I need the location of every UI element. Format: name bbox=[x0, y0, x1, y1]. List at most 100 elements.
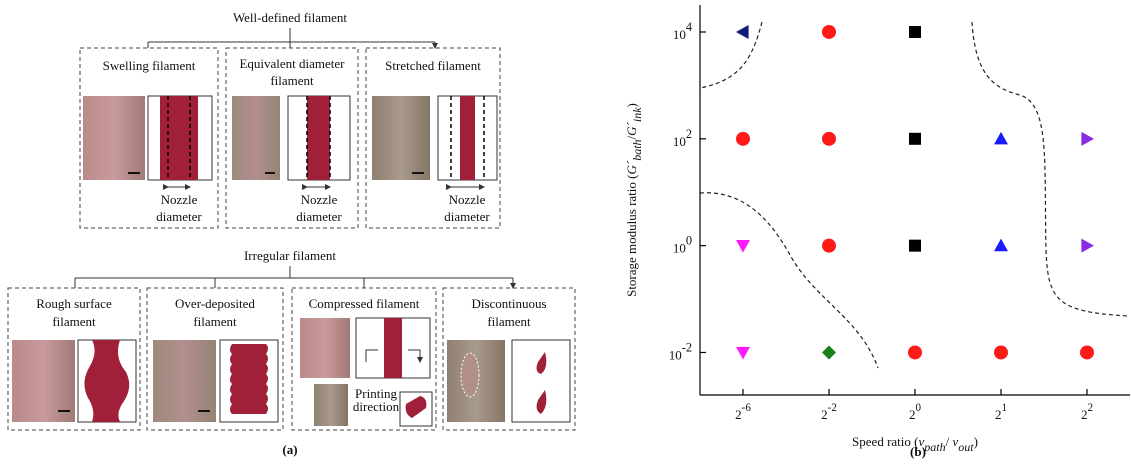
tick-exponent: -2 bbox=[828, 402, 837, 414]
box-title: Compressed filament bbox=[309, 296, 420, 311]
label-part: ) bbox=[624, 103, 639, 107]
point bbox=[994, 239, 1008, 252]
tick-exponent: -6 bbox=[742, 402, 752, 414]
tick-base: 10 bbox=[673, 27, 686, 42]
photo bbox=[153, 340, 216, 422]
box-over: Over-deposited filament bbox=[147, 288, 283, 430]
panel-label: (a) bbox=[282, 442, 297, 457]
connector bbox=[75, 278, 513, 288]
caption: diameter bbox=[156, 209, 202, 224]
note: direction bbox=[353, 399, 400, 414]
boundary bbox=[700, 22, 762, 88]
filament bbox=[160, 96, 198, 180]
box-title: Over-deposited bbox=[175, 296, 255, 311]
box-rough: Rough surface filament bbox=[8, 288, 140, 430]
tick-exponent: 4 bbox=[686, 20, 692, 34]
panel-label: (b) bbox=[910, 444, 926, 459]
box-equivalent: Equivalent diameter filament Nozzle diam… bbox=[226, 48, 358, 228]
caption: Nozzle bbox=[301, 192, 338, 207]
boundary bbox=[700, 193, 878, 368]
point bbox=[908, 345, 922, 359]
label-part: out bbox=[958, 440, 974, 454]
caption: Nozzle bbox=[161, 192, 198, 207]
point bbox=[822, 239, 836, 253]
label-part: Storage modulus ratio ( bbox=[624, 175, 639, 297]
photo bbox=[314, 384, 348, 426]
tick-label: 20 bbox=[909, 402, 922, 422]
filament bbox=[460, 96, 475, 180]
point bbox=[1081, 132, 1094, 146]
box-title: Discontinuous bbox=[471, 296, 546, 311]
tick-base: 10 bbox=[673, 134, 686, 149]
tick-label: 2-2 bbox=[821, 402, 837, 422]
point bbox=[822, 25, 836, 39]
point bbox=[909, 26, 921, 38]
point bbox=[1080, 345, 1094, 359]
box-title: filament bbox=[52, 314, 96, 329]
tick-label: 22 bbox=[1081, 402, 1093, 422]
boundaries bbox=[700, 22, 1128, 368]
box-title: filament bbox=[193, 314, 237, 329]
connector bbox=[148, 28, 435, 42]
box-title: Rough surface bbox=[36, 296, 112, 311]
boundary bbox=[972, 22, 1128, 316]
box-title: filament bbox=[487, 314, 531, 329]
label-part: ink bbox=[630, 107, 644, 122]
point bbox=[994, 132, 1008, 145]
tick-exponent: -2 bbox=[682, 340, 692, 354]
tree-bottom: Irregular filament bbox=[75, 248, 513, 288]
point bbox=[736, 25, 749, 39]
point bbox=[736, 240, 750, 253]
box-title: filament bbox=[270, 73, 314, 88]
box-discontinuous: Discontinuous filament bbox=[443, 288, 575, 430]
scale-bar bbox=[198, 410, 210, 412]
photo bbox=[232, 96, 280, 180]
label-part: G´ bbox=[624, 160, 639, 174]
droplet-photo bbox=[461, 353, 479, 397]
connector bbox=[75, 266, 513, 278]
scale-bar bbox=[412, 172, 424, 174]
figure: Well-defined filament Swelling filament … bbox=[0, 0, 1131, 468]
point bbox=[822, 132, 836, 146]
photo bbox=[300, 318, 350, 378]
group-title: Irregular filament bbox=[244, 248, 336, 263]
scale-bar bbox=[265, 172, 275, 174]
tick-exponent: 2 bbox=[1087, 402, 1093, 414]
tick-base: 10 bbox=[669, 347, 682, 362]
label-part: path bbox=[923, 440, 945, 454]
filament bbox=[307, 96, 330, 180]
scale-bar bbox=[58, 410, 70, 412]
group-title: Well-defined filament bbox=[233, 10, 347, 25]
label-part: / bbox=[946, 434, 953, 449]
photo bbox=[372, 96, 430, 180]
tick-label: 10-2 bbox=[669, 340, 692, 362]
point bbox=[1081, 239, 1094, 253]
scale-bar bbox=[128, 172, 140, 174]
box-title: Swelling filament bbox=[103, 58, 196, 73]
axis-label: Storage modulus ratio (G´bath/G´ink) bbox=[624, 103, 644, 297]
tick-exponent: 2 bbox=[686, 127, 692, 141]
point bbox=[994, 345, 1008, 359]
box-swelling: Swelling filament Nozzle diameter bbox=[80, 48, 218, 228]
tick-exponent: 0 bbox=[915, 402, 921, 414]
tick-exponent: 0 bbox=[686, 234, 692, 248]
tick-label: 100 bbox=[673, 234, 692, 256]
tick-label: 21 bbox=[995, 402, 1007, 422]
tick-label: 104 bbox=[673, 20, 692, 42]
caption: diameter bbox=[296, 209, 342, 224]
label-part: ) bbox=[974, 434, 978, 449]
body: Well-defined filament Swelling filament … bbox=[0, 0, 1131, 468]
tick-label: 2-6 bbox=[735, 402, 751, 422]
caption: diameter bbox=[444, 209, 490, 224]
filament bbox=[230, 344, 268, 414]
point bbox=[736, 347, 750, 360]
tick-label: 102 bbox=[673, 127, 692, 149]
tick-base: 10 bbox=[673, 241, 686, 256]
tree-top: Well-defined filament bbox=[148, 10, 435, 48]
point bbox=[822, 345, 836, 359]
box-title: Stretched filament bbox=[385, 58, 481, 73]
box-stretched: Stretched filament Nozzle diameter bbox=[366, 48, 500, 228]
connector bbox=[148, 42, 435, 48]
filament bbox=[384, 318, 402, 378]
